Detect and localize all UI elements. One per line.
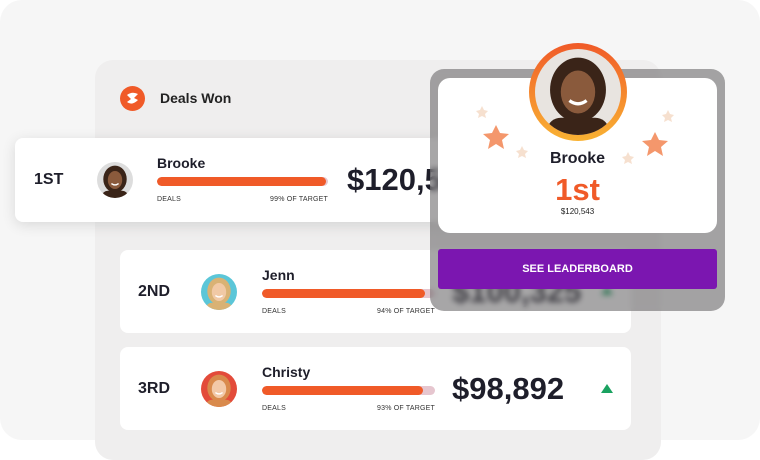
deals-label: DEALS [262,405,286,412]
avatar-image [97,162,133,198]
stars [476,106,674,164]
winner-avatar [535,49,621,135]
progress-track [262,289,435,298]
deals-label: DEALS [262,308,286,315]
avatar [201,274,237,310]
avatar [201,371,237,407]
amount: $98,892 [452,371,565,406]
winner-rank: 1st [555,172,600,207]
progress-fill [157,177,327,186]
target-label: 93% OF TARGET [377,405,435,412]
logo [120,86,145,111]
progress-track [157,177,328,186]
rank: 2ND [138,283,171,300]
progress-fill [262,289,425,298]
trend-up [601,384,613,393]
progress-fill [262,386,423,395]
avatar-image [201,371,237,407]
name: Christy [262,364,311,380]
leaderboard-button[interactable]: SEE LEADERBOARD [438,249,717,289]
deals-label: DEALS [157,196,181,203]
winner-name: Brooke [549,150,606,167]
winner-amount: $120,543 [560,207,595,216]
page: Deals Won 1ST Brooke DEALS 99% OF TARGET $1… [34,43,725,460]
rank: 1ST [34,171,64,188]
target-label: 99% OF TARGET [270,196,328,203]
avatar [97,162,133,198]
avatar-image [201,274,237,310]
name: Jenn [262,267,295,283]
panel-title: Deals Won [160,90,232,106]
avatar-image [535,49,621,135]
target-label: 94% OF TARGET [377,308,435,315]
rank: 3RD [138,380,171,397]
name: Brooke [157,155,206,171]
winner-avatar-ring [529,43,627,141]
progress-track [262,386,435,395]
logo-mark [127,92,138,104]
